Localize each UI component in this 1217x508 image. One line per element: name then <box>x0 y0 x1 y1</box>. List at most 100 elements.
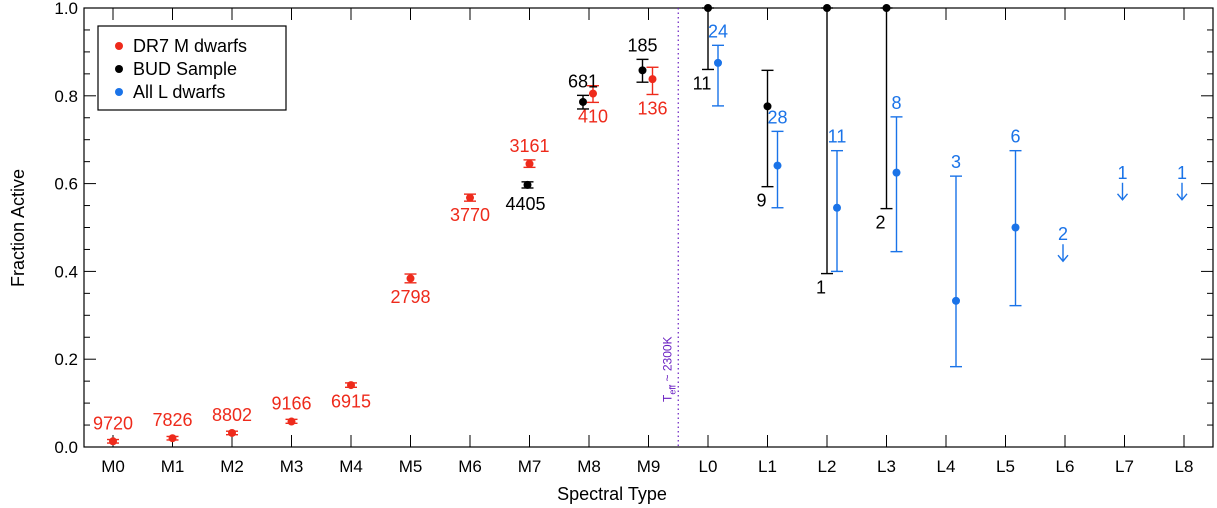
x-tick-label: M3 <box>280 457 304 476</box>
sample-size-label: 9720 <box>93 413 133 433</box>
y-axis-label: Fraction Active <box>8 169 28 287</box>
data-point <box>638 66 647 75</box>
data-point <box>882 4 891 12</box>
data-point <box>714 58 722 67</box>
legend-marker <box>115 65 123 73</box>
sample-size-label: 1 <box>1177 163 1187 183</box>
data-point <box>773 161 782 170</box>
x-tick-label: M1 <box>161 457 185 476</box>
sample-size-label: 2798 <box>390 287 430 307</box>
data-point <box>466 193 474 202</box>
sample-size-label: 28 <box>767 107 787 127</box>
sample-size-label: 2 <box>1058 224 1068 244</box>
x-tick-label: L1 <box>758 457 777 476</box>
legend-box <box>97 25 287 111</box>
y-tick-label: 0.0 <box>54 438 78 457</box>
y-tick-label: 0.8 <box>54 87 78 106</box>
sample-size-label: 6915 <box>331 391 371 411</box>
sample-size-label: 1 <box>816 278 826 298</box>
legend-label: BUD Sample <box>133 59 237 79</box>
data-point <box>589 89 597 98</box>
x-tick-label: M0 <box>101 457 125 476</box>
sample-size-label: 185 <box>627 35 657 55</box>
series-1: 4405 681 185 11 9 1 2 <box>505 4 893 298</box>
data-point <box>287 417 296 426</box>
data-point <box>763 102 772 111</box>
legend-marker <box>115 42 123 50</box>
x-tick-label: M9 <box>637 457 661 476</box>
x-axis-label: Spectral Type <box>557 484 667 504</box>
sample-size-label: 4405 <box>505 194 545 214</box>
teff-subscript: eff <box>667 384 677 394</box>
x-tick-label: L5 <box>996 457 1015 476</box>
sample-size-label: 410 <box>578 106 608 126</box>
x-tick-label: M8 <box>577 457 601 476</box>
x-tick-label: L2 <box>818 457 837 476</box>
sample-size-label: 6 <box>1010 127 1020 147</box>
sample-size-label: 9 <box>756 191 766 211</box>
x-tick-label: M6 <box>458 457 482 476</box>
sample-size-label: 9166 <box>271 394 311 414</box>
data-point <box>525 159 534 168</box>
legend-label: DR7 M dwarfs <box>133 36 247 56</box>
x-tick-label: L0 <box>699 457 718 476</box>
legend: DR7 M dwarfs BUD Sample All L dwarfs <box>97 25 287 111</box>
x-tick-label: M5 <box>399 457 423 476</box>
sample-size-label: 7826 <box>152 410 192 430</box>
data-point <box>523 180 532 189</box>
y-tick-label: 0.6 <box>54 175 78 194</box>
y-tick-labels: 0.0 0.2 0.4 0.6 0.8 1.0 <box>54 0 78 457</box>
teff-annotation: Teff ~ 2300K <box>660 8 679 447</box>
y-tick-label: 0.4 <box>54 262 78 281</box>
sample-size-label: 2 <box>875 213 885 233</box>
upper-limit-arrow-icon <box>1116 193 1129 201</box>
series-0: 9720 7826 8802 9166 6915 2798 3770 3161 410 136 <box>93 66 668 446</box>
data-point <box>892 168 901 177</box>
data-point <box>952 296 960 305</box>
upper-limit-arrow-icon <box>1176 193 1188 201</box>
data-point <box>109 437 117 446</box>
x-tick-label: M2 <box>220 457 244 476</box>
sample-size-label: 11 <box>828 127 847 147</box>
x-tick-label: L3 <box>877 457 896 476</box>
teff-label: Teff ~ 2300K <box>660 336 677 402</box>
data-point <box>704 4 712 12</box>
data-point <box>823 4 831 12</box>
legend-marker <box>115 88 123 96</box>
sample-size-label: 1 <box>1117 163 1127 183</box>
data-point <box>1011 223 1020 232</box>
data-point <box>347 381 355 390</box>
data-point <box>833 203 841 212</box>
x-tick-label: L8 <box>1175 457 1194 476</box>
sample-size-label: 3161 <box>509 136 549 156</box>
y-tick-label: 0.2 <box>54 350 78 369</box>
x-tick-label: L6 <box>1056 457 1075 476</box>
sample-size-label: 24 <box>708 21 728 41</box>
sample-size-label: 681 <box>568 71 598 91</box>
sample-size-label: 8 <box>891 93 901 113</box>
axis-ticks <box>84 7 1213 448</box>
data-point <box>648 75 657 84</box>
teff-value: ~ 2300K <box>660 336 674 384</box>
data-point <box>579 97 587 106</box>
y-tick-label: 1.0 <box>54 0 78 18</box>
data-point <box>168 434 177 443</box>
sample-size-label: 8802 <box>212 405 252 425</box>
sample-size-label: 3770 <box>450 205 490 225</box>
data-point <box>228 428 236 437</box>
teff-symbol: T <box>660 394 674 402</box>
x-tick-label: M4 <box>339 457 363 476</box>
data-point <box>406 274 415 283</box>
upper-limit-arrow-icon <box>1057 254 1069 263</box>
x-tick-labels: M0 M1 M2 M3 M4 M5 M6 M7 M8 M9 L0 L1 L2 L3 L4 L5 L6 L7 L8 <box>101 457 1193 476</box>
x-tick-label: M7 <box>518 457 542 476</box>
legend-label: All L dwarfs <box>133 82 225 102</box>
sample-size-label: 136 <box>637 98 667 118</box>
sample-size-label: 3 <box>951 152 961 172</box>
x-tick-label: L7 <box>1115 457 1134 476</box>
sample-size-label: 11 <box>693 73 712 93</box>
x-tick-label: L4 <box>937 457 956 476</box>
